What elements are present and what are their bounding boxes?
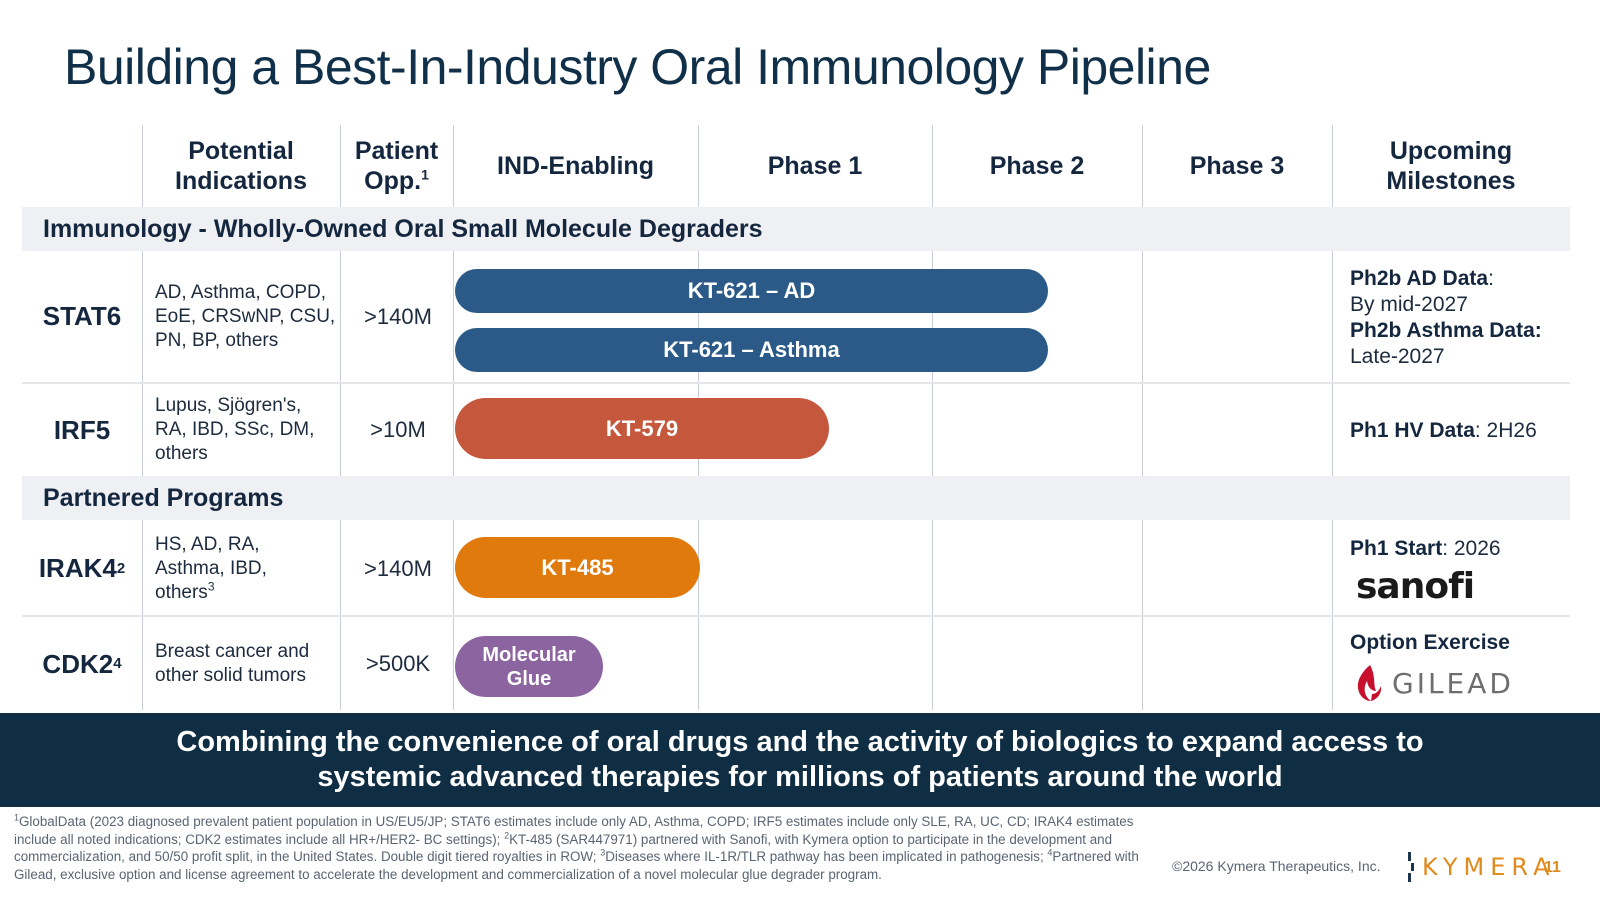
header-label: Potential — [188, 137, 294, 165]
bar-label: Molecular — [482, 643, 576, 666]
program-bar-kt485: KT-485 — [455, 537, 700, 598]
logo-text: sanofi — [1356, 566, 1475, 607]
milestones-irak4: Ph1 Start: 2026 — [1350, 536, 1590, 562]
header-potential-indications: Potential Indications — [142, 125, 340, 207]
column-divider — [1332, 125, 1333, 710]
milestone-label: Ph1 Start — [1350, 537, 1443, 560]
column-divider — [932, 125, 933, 710]
indication-line: Asthma, IBD, — [155, 557, 267, 579]
page-number: 11 — [1544, 859, 1561, 876]
header-patient-opp: Patient Opp.1 — [340, 125, 453, 207]
milestone-value: Late-2027 — [1350, 345, 1445, 368]
row-divider — [22, 615, 1570, 617]
indication-line: PN, BP, others — [155, 329, 279, 351]
footnote-marker: 3 — [600, 847, 606, 858]
section-immunology: Immunology - Wholly-Owned Oral Small Mol… — [22, 207, 1570, 251]
brand-name: KYMERA — [1422, 853, 1556, 881]
milestone-label: Ph2b Asthma Data: — [1350, 319, 1542, 342]
footnote-ref: 3 — [207, 579, 215, 594]
footnote-ref: 1 — [421, 166, 429, 183]
indications-irf5: Lupus, Sjögren's, RA, IBD, SSc, DM, othe… — [155, 384, 340, 476]
indications-stat6: AD, Asthma, COPD, EoE, CRSwNP, CSU, PN, … — [155, 251, 340, 382]
header-phase-3: Phase 3 — [1189, 152, 1285, 180]
milestones-cdk2: Option Exercise — [1350, 630, 1590, 656]
milestone-value: By mid-2027 — [1350, 293, 1468, 316]
section-partnered: Partnered Programs — [22, 476, 1570, 520]
indication-line: Lupus, Sjögren's, — [155, 395, 302, 416]
sanofi-logo: sanofi — [1356, 566, 1475, 607]
footnote-marker: 2 — [504, 830, 510, 841]
header-upcoming-milestones: Upcoming Milestones — [1332, 125, 1570, 207]
target-stat6: STAT6 — [42, 301, 122, 331]
logo-text: GILEAD — [1392, 666, 1514, 700]
column-divider — [1142, 125, 1143, 710]
banner-line: Combining the convenience of oral drugs … — [176, 726, 1424, 758]
footnote-text: Partnered with Gilead, exclusive option … — [14, 849, 1139, 882]
indication-line: AD, Asthma, COPD, — [155, 281, 327, 303]
target-label: IRAK4 — [38, 553, 117, 583]
indication-line: others — [155, 443, 208, 464]
indications-cdk2: Breast cancer and other solid tumors — [155, 617, 340, 711]
indication-line: RA, IBD, SSc, DM, — [155, 419, 315, 440]
banner-line: systemic advanced therapies for millions… — [317, 761, 1283, 793]
milestone-label: Option Exercise — [1350, 631, 1510, 654]
patient-opp-irf5: >10M — [370, 417, 426, 442]
indication-line: HS, AD, RA, — [155, 533, 260, 555]
footnote-marker: 4 — [1047, 847, 1053, 858]
column-divider — [453, 125, 454, 710]
header-label: Upcoming — [1389, 137, 1513, 165]
page-title: Building a Best-In-Industry Oral Immunol… — [64, 39, 1211, 95]
target-irak4: IRAK4 2 — [38, 553, 126, 583]
indications-irak4: HS, AD, RA, Asthma, IBD, others3 — [155, 522, 340, 615]
header-label: Indications — [175, 167, 307, 195]
program-bar-molecular-glue: Molecular Glue — [455, 636, 603, 697]
tagline-banner: Combining the convenience of oral drugs … — [0, 713, 1600, 807]
indication-line: others — [155, 581, 208, 603]
milestones-irf5: Ph1 HV Data: 2H26 — [1350, 418, 1590, 444]
footnote-marker: 1 — [14, 812, 20, 823]
kymera-mark-icon — [1408, 852, 1414, 882]
header-phase-2: Phase 2 — [989, 152, 1085, 180]
bar-label: Glue — [506, 667, 552, 690]
milestone-value: : 2026 — [1442, 537, 1501, 560]
program-bar-kt579: KT-579 — [455, 398, 829, 459]
footnotes: 1GlobalData (2023 diagnosed prevalent pa… — [14, 813, 1179, 883]
column-divider — [340, 125, 341, 710]
patient-opp-irak4: >140M — [364, 555, 432, 581]
row-divider — [22, 382, 1570, 384]
header-phase-1: Phase 1 — [767, 152, 863, 180]
column-divider — [142, 125, 143, 710]
indication-line: EoE, CRSwNP, CSU, — [155, 305, 336, 327]
gilead-flame-icon — [1357, 665, 1382, 701]
program-bar-kt621-asthma: KT-621 – Asthma — [455, 328, 1048, 372]
header-label: Opp. — [364, 167, 422, 195]
gilead-logo: GILEAD — [1354, 664, 1514, 702]
header-label: Patient — [354, 137, 439, 165]
target-irf5: IRF5 — [53, 414, 111, 445]
footnote-text: KT-485 (SAR447971) partnered with Sanofi… — [14, 831, 1113, 865]
patient-opp-cdk2: >500K — [365, 651, 431, 676]
copyright: ©2026 Kymera Therapeutics, Inc. — [1172, 858, 1381, 874]
footnote-text: GlobalData (2023 diagnosed prevalent pat… — [14, 814, 1134, 847]
program-bar-kt621-ad: KT-621 – AD — [455, 269, 1048, 313]
patient-opp-stat6: >140M — [364, 303, 432, 329]
indication-line: Breast cancer and — [155, 641, 310, 662]
target-label: CDK2 — [42, 648, 114, 679]
header-label: Milestones — [1386, 167, 1516, 195]
milestones-stat6: Ph2b AD Data: By mid-2027 Ph2b Asthma Da… — [1350, 266, 1590, 370]
indication-line: other solid tumors — [155, 665, 307, 686]
footnote-text: Diseases where IL-1R/TLR pathway has bee… — [605, 849, 1048, 864]
target-cdk2: CDK2 4 — [42, 648, 122, 679]
milestone-label: Ph2b AD Data — [1350, 267, 1489, 290]
header-ind-enabling: IND-Enabling — [497, 152, 654, 180]
milestone-value: : 2H26 — [1474, 419, 1537, 442]
milestone-label: Ph1 HV Data — [1350, 419, 1475, 442]
kymera-logo: KYMERA — [1408, 852, 1556, 882]
